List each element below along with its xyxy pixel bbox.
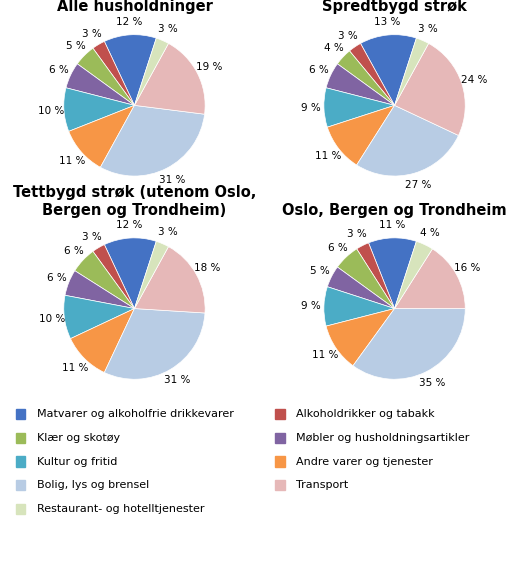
Text: 16 %: 16 % bbox=[454, 264, 481, 273]
Wedge shape bbox=[66, 64, 134, 105]
Text: 3 %: 3 % bbox=[82, 232, 102, 242]
Wedge shape bbox=[70, 308, 134, 373]
Text: 24 %: 24 % bbox=[461, 75, 487, 84]
Wedge shape bbox=[395, 38, 428, 105]
Wedge shape bbox=[338, 51, 395, 105]
Wedge shape bbox=[327, 105, 395, 165]
Wedge shape bbox=[65, 270, 134, 308]
Text: 6 %: 6 % bbox=[49, 65, 69, 75]
Text: Bolig, lys og brensel: Bolig, lys og brensel bbox=[37, 480, 149, 490]
Text: 11 %: 11 % bbox=[379, 220, 405, 230]
Wedge shape bbox=[324, 287, 395, 326]
Wedge shape bbox=[326, 308, 395, 366]
Text: 5 %: 5 % bbox=[66, 41, 85, 52]
Title: Alle husholdninger: Alle husholdninger bbox=[57, 0, 212, 14]
Text: 3 %: 3 % bbox=[82, 28, 102, 39]
Wedge shape bbox=[64, 88, 134, 132]
Text: Matvarer og alkoholfrie drikkevarer: Matvarer og alkoholfrie drikkevarer bbox=[37, 409, 234, 419]
Wedge shape bbox=[101, 105, 205, 176]
Text: 3 %: 3 % bbox=[158, 24, 177, 34]
Text: 6 %: 6 % bbox=[327, 243, 348, 253]
Wedge shape bbox=[324, 88, 395, 127]
Wedge shape bbox=[369, 238, 416, 308]
Wedge shape bbox=[104, 238, 156, 308]
Text: 12 %: 12 % bbox=[116, 17, 142, 27]
Wedge shape bbox=[69, 105, 134, 167]
Text: 19 %: 19 % bbox=[196, 62, 222, 73]
Text: Alkoholdrikker og tabakk: Alkoholdrikker og tabakk bbox=[296, 409, 435, 419]
Text: Kultur og fritid: Kultur og fritid bbox=[37, 456, 117, 467]
Wedge shape bbox=[134, 242, 169, 308]
Wedge shape bbox=[395, 44, 465, 136]
Wedge shape bbox=[134, 247, 205, 313]
Text: Andre varer og tjenester: Andre varer og tjenester bbox=[296, 456, 433, 467]
Text: Møbler og husholdningsartikler: Møbler og husholdningsartikler bbox=[296, 433, 470, 443]
Text: 12 %: 12 % bbox=[116, 221, 142, 230]
Wedge shape bbox=[75, 251, 134, 308]
Text: 6 %: 6 % bbox=[309, 65, 329, 75]
Text: 9 %: 9 % bbox=[302, 103, 321, 113]
Wedge shape bbox=[134, 44, 205, 114]
Title: Spredtbygd strøk: Spredtbygd strøk bbox=[322, 0, 467, 14]
Wedge shape bbox=[357, 243, 395, 308]
Wedge shape bbox=[104, 308, 205, 379]
Text: 10 %: 10 % bbox=[39, 314, 65, 324]
Wedge shape bbox=[93, 41, 134, 105]
Wedge shape bbox=[395, 242, 432, 308]
Text: 4 %: 4 % bbox=[324, 43, 344, 53]
Wedge shape bbox=[395, 249, 465, 308]
Wedge shape bbox=[64, 295, 134, 338]
Text: 9 %: 9 % bbox=[302, 301, 321, 311]
Text: Restaurant- og hotelltjenester: Restaurant- og hotelltjenester bbox=[37, 504, 205, 514]
Text: 3 %: 3 % bbox=[338, 31, 358, 41]
Wedge shape bbox=[357, 105, 459, 176]
Text: 11 %: 11 % bbox=[313, 350, 339, 361]
Text: 27 %: 27 % bbox=[405, 180, 431, 191]
Text: 31 %: 31 % bbox=[163, 375, 190, 386]
Wedge shape bbox=[326, 64, 395, 105]
Wedge shape bbox=[77, 48, 134, 105]
Wedge shape bbox=[93, 244, 134, 308]
Text: 6 %: 6 % bbox=[47, 273, 67, 283]
Wedge shape bbox=[134, 38, 169, 105]
Wedge shape bbox=[104, 35, 156, 105]
Text: Transport: Transport bbox=[296, 480, 349, 490]
Title: Oslo, Bergen og Trondheim: Oslo, Bergen og Trondheim bbox=[282, 202, 507, 218]
Title: Tettbygd strøk (utenom Oslo,
Bergen og Trondheim): Tettbygd strøk (utenom Oslo, Bergen og T… bbox=[13, 185, 256, 218]
Text: 13 %: 13 % bbox=[373, 18, 400, 27]
Wedge shape bbox=[350, 44, 395, 105]
Text: 11 %: 11 % bbox=[59, 155, 85, 166]
Wedge shape bbox=[360, 35, 416, 105]
Text: 3 %: 3 % bbox=[347, 229, 367, 239]
Text: 35 %: 35 % bbox=[419, 378, 445, 388]
Text: 3 %: 3 % bbox=[158, 227, 177, 237]
Wedge shape bbox=[353, 308, 465, 379]
Text: 6 %: 6 % bbox=[64, 247, 84, 256]
Wedge shape bbox=[327, 267, 395, 308]
Text: 4 %: 4 % bbox=[420, 228, 440, 238]
Text: 5 %: 5 % bbox=[311, 266, 330, 276]
Text: 3 %: 3 % bbox=[418, 24, 437, 34]
Text: 18 %: 18 % bbox=[194, 264, 221, 273]
Text: 11 %: 11 % bbox=[315, 151, 342, 162]
Wedge shape bbox=[338, 249, 395, 308]
Text: Klær og skotøy: Klær og skotøy bbox=[37, 433, 120, 443]
Text: 31 %: 31 % bbox=[159, 175, 186, 185]
Text: 10 %: 10 % bbox=[38, 105, 65, 116]
Text: 11 %: 11 % bbox=[62, 362, 89, 373]
